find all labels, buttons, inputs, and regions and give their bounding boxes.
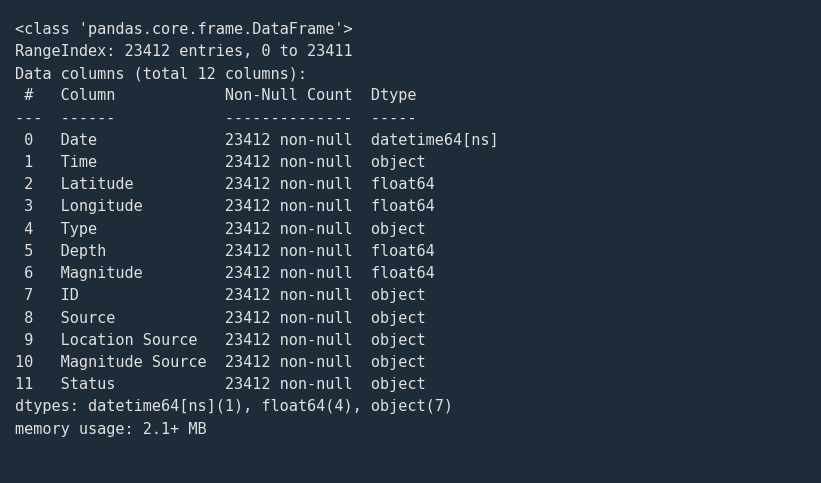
Text: 0   Date              23412 non-null  datetime64[ns]: 0 Date 23412 non-null datetime64[ns] [15,133,507,148]
Text: 2   Latitude          23412 non-null  float64: 2 Latitude 23412 non-null float64 [15,177,507,192]
Text: 7   ID                23412 non-null  object: 7 ID 23412 non-null object [15,288,507,303]
Text: 9   Location Source   23412 non-null  object: 9 Location Source 23412 non-null object [15,333,507,348]
Text: 5   Depth             23412 non-null  float64: 5 Depth 23412 non-null float64 [15,244,507,259]
Text: 6   Magnitude         23412 non-null  float64: 6 Magnitude 23412 non-null float64 [15,266,507,281]
Text: ---  ------            --------------  -----: --- ------ -------------- ----- [15,111,507,126]
Text: RangeIndex: 23412 entries, 0 to 23411: RangeIndex: 23412 entries, 0 to 23411 [15,44,352,59]
Text: 10   Magnitude Source  23412 non-null  object: 10 Magnitude Source 23412 non-null objec… [15,355,507,370]
Text: 11   Status            23412 non-null  object: 11 Status 23412 non-null object [15,377,507,392]
Text: Data columns (total 12 columns):: Data columns (total 12 columns): [15,66,307,81]
Text: memory usage: 2.1+ MB: memory usage: 2.1+ MB [15,422,206,437]
Text: <class 'pandas.core.frame.DataFrame'>: <class 'pandas.core.frame.DataFrame'> [15,22,352,37]
Text: 4   Type              23412 non-null  object: 4 Type 23412 non-null object [15,222,507,237]
Text: dtypes: datetime64[ns](1), float64(4), object(7): dtypes: datetime64[ns](1), float64(4), o… [15,399,452,414]
Text: 8   Source            23412 non-null  object: 8 Source 23412 non-null object [15,311,507,326]
Text: 3   Longitude         23412 non-null  float64: 3 Longitude 23412 non-null float64 [15,199,507,214]
Text: #   Column            Non-Null Count  Dtype: # Column Non-Null Count Dtype [15,88,507,103]
Text: 1   Time              23412 non-null  object: 1 Time 23412 non-null object [15,155,507,170]
